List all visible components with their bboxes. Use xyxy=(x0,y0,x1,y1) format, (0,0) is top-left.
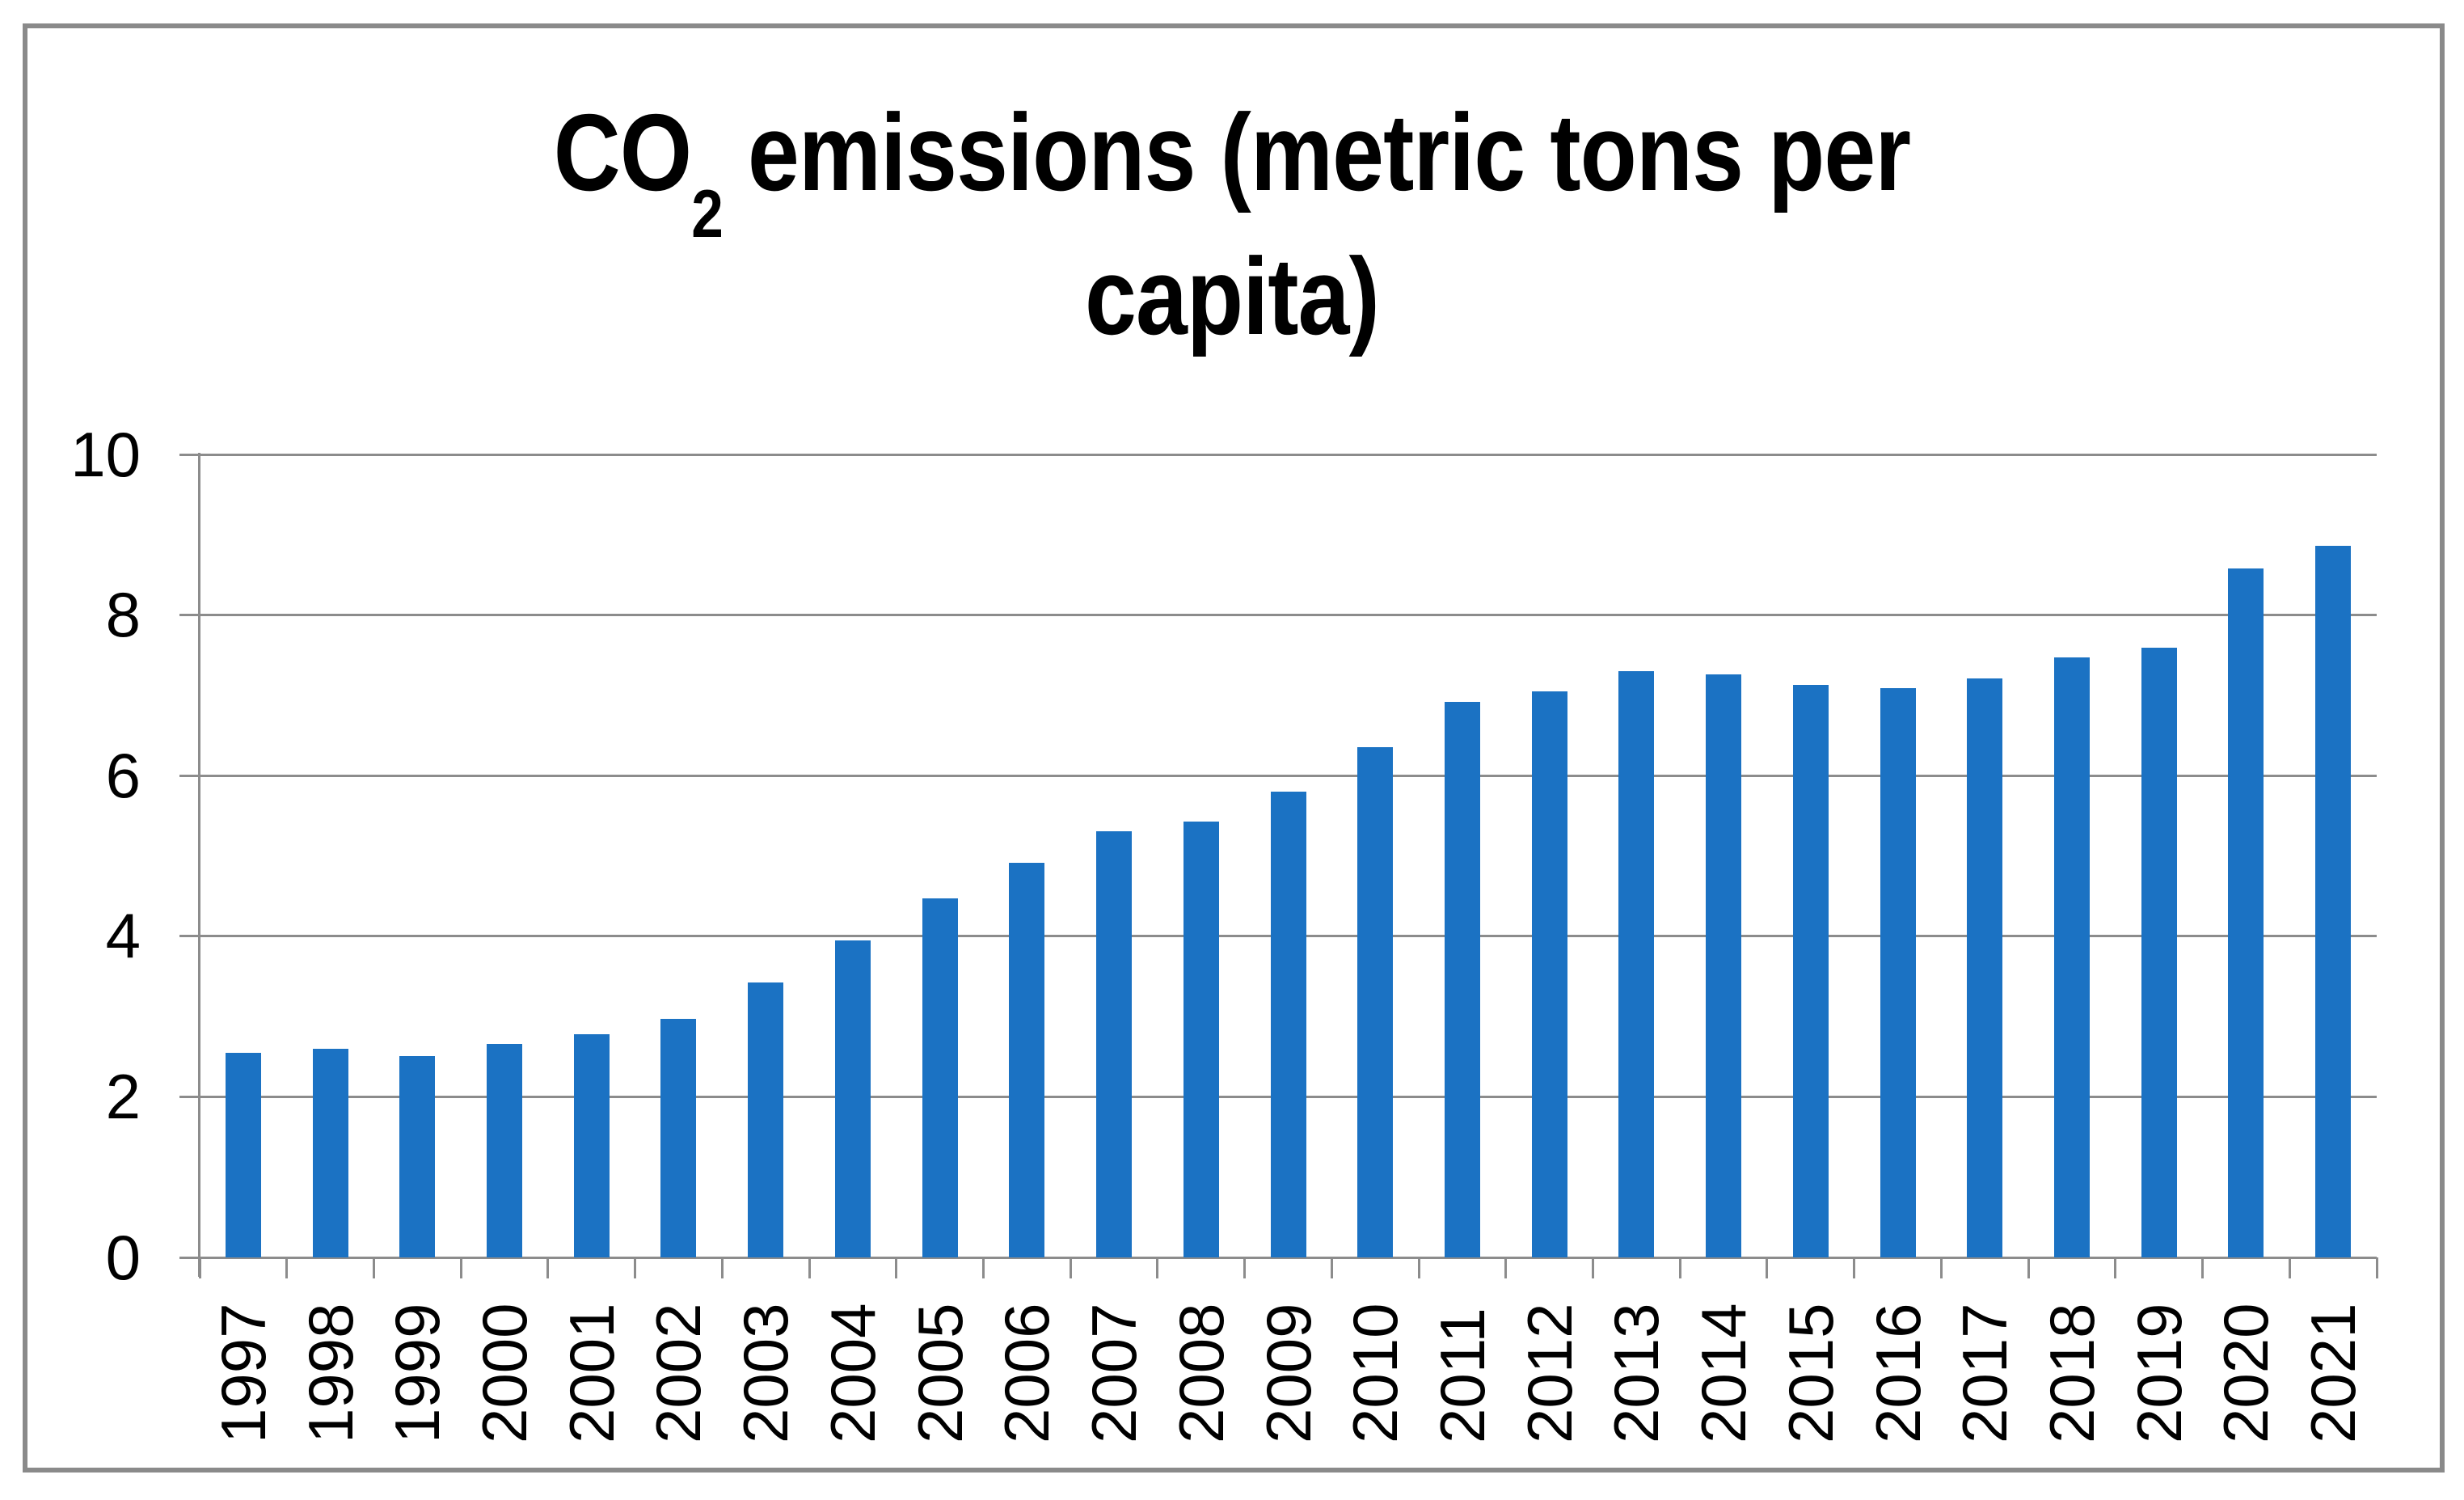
bar-2015 xyxy=(1792,684,1829,1257)
x-axis-label-2001: 2001 xyxy=(555,1303,627,1443)
x-axis-label-2000: 2000 xyxy=(469,1303,541,1443)
x-axis-label-2013: 2013 xyxy=(1601,1303,1673,1443)
x-axis-label-2021: 2021 xyxy=(2297,1303,2369,1443)
bar-2017 xyxy=(1967,678,2003,1257)
bar-2012 xyxy=(1531,691,1567,1257)
bar-2010 xyxy=(1357,747,1394,1257)
bar-2021 xyxy=(2315,546,2352,1257)
gridline-0 xyxy=(179,1256,2377,1259)
y-axis-tick-label-10: 10 xyxy=(70,418,141,490)
y-axis-tick-label-6: 6 xyxy=(105,739,141,811)
x-axis-tick xyxy=(634,1257,637,1278)
bar-2013 xyxy=(1618,671,1655,1257)
x-axis-label-2004: 2004 xyxy=(816,1303,888,1443)
x-axis-tick xyxy=(2375,1257,2378,1278)
x-axis-tick xyxy=(1939,1257,1943,1278)
x-axis-tick xyxy=(720,1257,724,1278)
bar-1999 xyxy=(399,1055,436,1257)
x-axis-label-2007: 2007 xyxy=(1078,1303,1150,1443)
x-axis-label-2019: 2019 xyxy=(2123,1303,2195,1443)
x-axis-label-2014: 2014 xyxy=(1688,1303,1760,1443)
bar-2000 xyxy=(487,1043,523,1257)
x-axis-label-2005: 2005 xyxy=(904,1303,976,1443)
x-axis-tick xyxy=(198,1257,201,1278)
x-axis-tick xyxy=(2201,1257,2205,1278)
x-axis-label-2003: 2003 xyxy=(730,1303,802,1443)
x-axis-tick xyxy=(1243,1257,1247,1278)
x-axis-tick xyxy=(372,1257,375,1278)
bar-2016 xyxy=(1880,687,1916,1257)
bar-1997 xyxy=(225,1052,261,1257)
bar-2005 xyxy=(922,898,958,1257)
x-axis-label-2010: 2010 xyxy=(1340,1303,1411,1443)
bar-2002 xyxy=(660,1019,697,1257)
chart-title-suffix: emissions (metric tons per capita) xyxy=(722,91,1911,357)
chart-title-subscript: 2 xyxy=(691,175,724,251)
x-axis-tick xyxy=(459,1257,462,1278)
bar-2003 xyxy=(748,982,784,1257)
x-axis-tick xyxy=(2027,1257,2030,1278)
x-axis-label-2006: 2006 xyxy=(991,1303,1063,1443)
bar-1998 xyxy=(312,1048,348,1257)
y-axis-tick-label-4: 4 xyxy=(105,900,141,972)
x-axis-tick xyxy=(1156,1257,1159,1278)
y-axis-line xyxy=(198,453,200,1277)
x-axis-label-2020: 2020 xyxy=(2210,1303,2282,1443)
x-axis-label-2009: 2009 xyxy=(1252,1303,1324,1443)
bar-2019 xyxy=(2141,648,2177,1257)
x-axis-label-2017: 2017 xyxy=(1949,1303,2021,1443)
x-axis-tick xyxy=(546,1257,550,1278)
x-axis-label-1999: 1999 xyxy=(382,1303,454,1443)
bar-2007 xyxy=(1096,830,1133,1257)
x-axis-label-2012: 2012 xyxy=(1513,1303,1585,1443)
bar-2018 xyxy=(2053,657,2090,1257)
x-axis-tick xyxy=(1504,1257,1508,1278)
gridline-6 xyxy=(179,774,2377,777)
bar-2011 xyxy=(1444,701,1480,1257)
x-axis-label-2015: 2015 xyxy=(1774,1303,1846,1443)
chart-title-prefix: CO xyxy=(553,91,692,213)
bar-2001 xyxy=(573,1033,610,1257)
x-axis-tick xyxy=(1678,1257,1681,1278)
x-axis-tick xyxy=(1853,1257,1856,1278)
x-axis-tick xyxy=(1417,1257,1420,1278)
x-axis-label-1998: 1998 xyxy=(294,1303,366,1443)
bar-2009 xyxy=(1270,792,1306,1257)
gridline-8 xyxy=(179,614,2377,617)
x-axis-label-2008: 2008 xyxy=(1165,1303,1237,1443)
x-axis-label-2002: 2002 xyxy=(643,1303,715,1443)
gridline-10 xyxy=(179,453,2377,456)
bar-2004 xyxy=(834,940,871,1257)
bar-2014 xyxy=(1706,674,1742,1257)
x-axis-label-2011: 2011 xyxy=(1426,1308,1498,1443)
x-axis-tick xyxy=(1330,1257,1333,1278)
y-axis-tick-label-2: 2 xyxy=(105,1060,141,1132)
bar-2006 xyxy=(1009,863,1045,1257)
y-axis-tick-label-0: 0 xyxy=(105,1221,141,1293)
x-axis-label-2018: 2018 xyxy=(2036,1303,2107,1443)
y-axis-tick-label-8: 8 xyxy=(105,579,141,651)
x-axis-tick xyxy=(1592,1257,1595,1278)
chart-title: CO2 emissions (metric tons per capita) xyxy=(407,81,2057,369)
bar-2020 xyxy=(2228,568,2264,1257)
x-axis-tick xyxy=(285,1257,289,1278)
x-axis-tick xyxy=(1766,1257,1769,1278)
bar-2008 xyxy=(1183,821,1219,1257)
x-axis-tick xyxy=(1069,1257,1072,1278)
x-axis-label-1997: 1997 xyxy=(207,1303,279,1443)
x-axis-tick xyxy=(2288,1257,2291,1278)
x-axis-tick xyxy=(895,1257,898,1278)
x-axis-tick xyxy=(2114,1257,2117,1278)
x-axis-tick xyxy=(808,1257,811,1278)
x-axis-label-2016: 2016 xyxy=(1862,1303,1934,1443)
x-axis-tick xyxy=(981,1257,985,1278)
